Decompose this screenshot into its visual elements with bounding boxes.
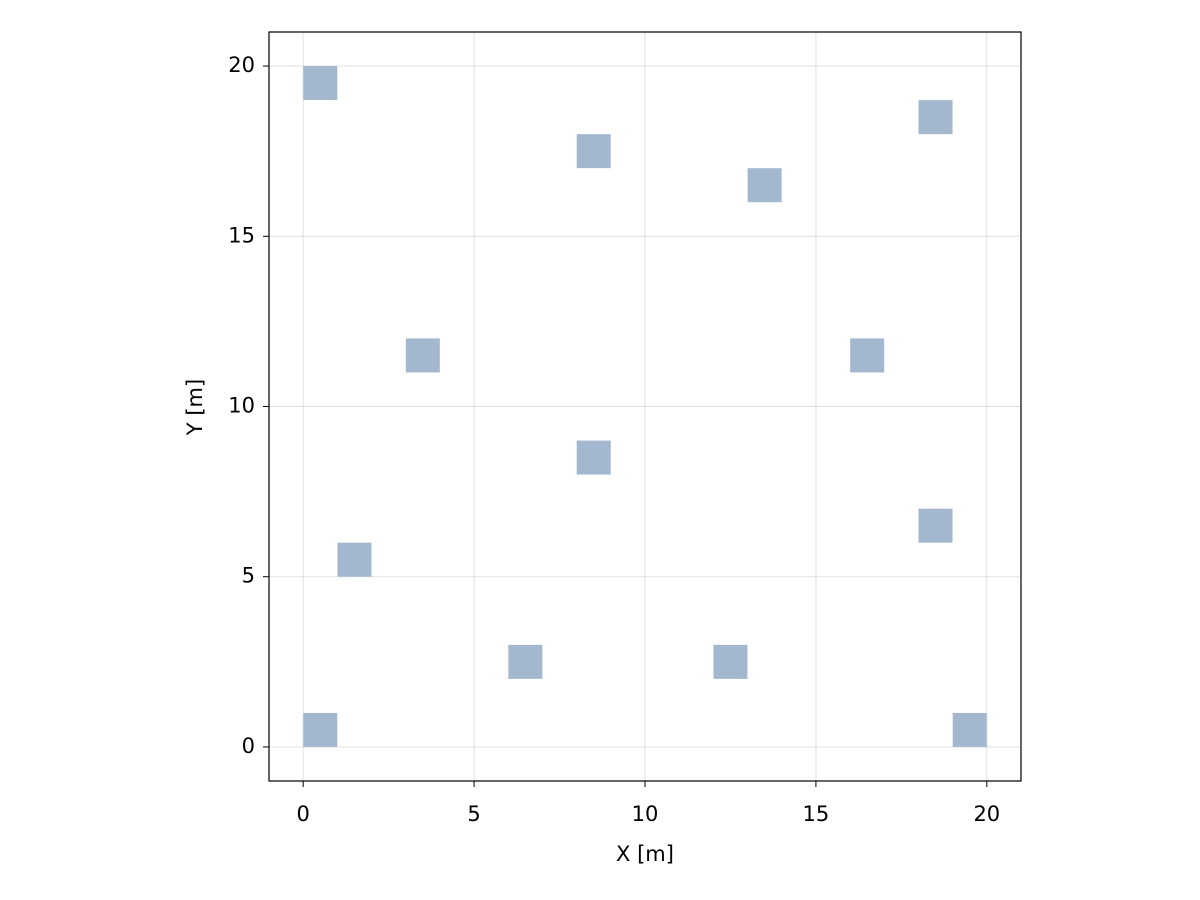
x-tick-label: 10 — [632, 802, 659, 826]
y-tick-label: 5 — [242, 564, 255, 588]
marker — [576, 134, 611, 169]
marker — [337, 542, 372, 577]
marker — [303, 66, 338, 101]
y-axis-label: Y [m] — [183, 379, 207, 436]
y-tick-label: 20 — [228, 53, 255, 77]
y-tick-label: 0 — [242, 734, 255, 758]
plot-frame — [268, 31, 1022, 782]
marker — [405, 338, 440, 373]
marker — [952, 712, 987, 747]
x-tick-label: 0 — [296, 802, 309, 826]
x-tick-label: 5 — [467, 802, 480, 826]
marker — [576, 440, 611, 475]
y-tick-label: 15 — [228, 223, 255, 247]
x-tick-label: 15 — [803, 802, 830, 826]
x-tick-label: 20 — [973, 802, 1000, 826]
marker — [747, 168, 782, 203]
marker — [508, 644, 543, 679]
marker — [850, 338, 885, 373]
marker — [918, 100, 953, 135]
x-axis-label: X [m] — [616, 842, 674, 866]
y-tick-label: 10 — [228, 394, 255, 418]
marker — [918, 508, 953, 543]
marker — [713, 644, 748, 679]
marker — [303, 712, 338, 747]
